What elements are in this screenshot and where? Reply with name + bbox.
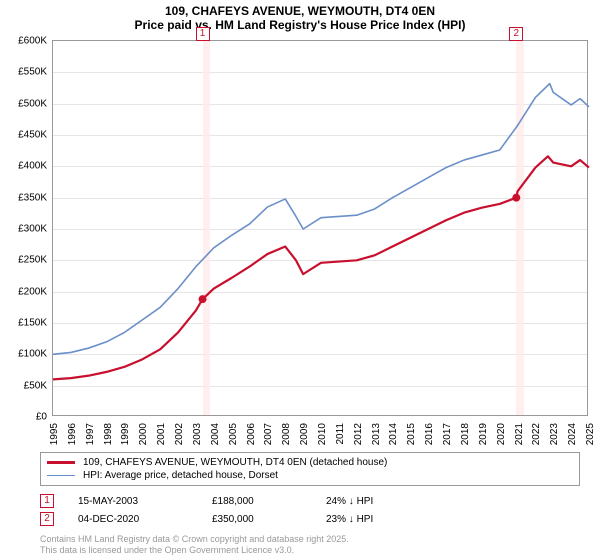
y-axis-label: £0 — [36, 412, 47, 423]
x-axis-label: 1999 — [120, 423, 131, 445]
x-axis-label: 2016 — [424, 423, 435, 445]
marker-table: 1 15-MAY-2003 £188,000 24% ↓ HPI 2 04-DE… — [40, 492, 580, 528]
x-axis-label: 2001 — [156, 423, 167, 445]
marker-hpi-1: 24% ↓ HPI — [326, 496, 426, 507]
y-axis-label: £200K — [18, 286, 47, 297]
marker-box-1: 1 — [196, 27, 210, 41]
y-axis-label: £500K — [18, 98, 47, 109]
y-axis-label: £50K — [24, 380, 47, 391]
y-axis-label: £300K — [18, 224, 47, 235]
y-axis-label: £250K — [18, 255, 47, 266]
line-layer — [53, 41, 589, 417]
marker-badge-1: 1 — [40, 494, 54, 508]
x-axis-label: 2006 — [246, 423, 257, 445]
marker-dot-2 — [512, 194, 520, 202]
x-axis-label: 2007 — [263, 423, 274, 445]
y-axis-label: £550K — [18, 67, 47, 78]
marker-price-2: £350,000 — [212, 514, 302, 525]
marker-date-2: 04-DEC-2020 — [78, 514, 188, 525]
marker-dot-1 — [199, 295, 207, 303]
x-axis-label: 2005 — [228, 423, 239, 445]
x-axis-label: 2014 — [388, 423, 399, 445]
x-axis-label: 2018 — [460, 423, 471, 445]
y-axis-label: £450K — [18, 130, 47, 141]
series-line-hpi — [53, 84, 589, 355]
marker-date-1: 15-MAY-2003 — [78, 496, 188, 507]
x-axis-label: 2000 — [138, 423, 149, 445]
x-axis-label: 2020 — [496, 423, 507, 445]
x-axis-label: 2023 — [549, 423, 560, 445]
x-axis-label: 2025 — [585, 423, 596, 445]
marker-hpi-2: 23% ↓ HPI — [326, 514, 426, 525]
marker-badge-2: 2 — [40, 512, 54, 526]
x-axis-label: 2015 — [406, 423, 417, 445]
x-axis-label: 2017 — [442, 423, 453, 445]
x-axis-label: 2019 — [478, 423, 489, 445]
x-axis-label: 2011 — [335, 423, 346, 445]
x-axis-label: 2009 — [299, 423, 310, 445]
x-axis-label: 1995 — [49, 423, 60, 445]
chart-area: £0£50K£100K£150K£200K£250K£300K£350K£400… — [52, 40, 588, 416]
x-axis-label: 2022 — [531, 423, 542, 445]
x-axis-label: 2004 — [210, 423, 221, 445]
title-line1: 109, CHAFEYS AVENUE, WEYMOUTH, DT4 0EN — [0, 4, 600, 18]
x-axis-label: 2024 — [567, 423, 578, 445]
attribution-line2: This data is licensed under the Open Gov… — [40, 545, 580, 556]
x-axis-label: 2008 — [281, 423, 292, 445]
x-axis-label: 2013 — [371, 423, 382, 445]
legend-box: 109, CHAFEYS AVENUE, WEYMOUTH, DT4 0EN (… — [40, 452, 580, 486]
y-axis-label: £600K — [18, 36, 47, 47]
marker-price-1: £188,000 — [212, 496, 302, 507]
legend-swatch-2 — [47, 475, 75, 477]
series-line-price_paid — [53, 156, 589, 379]
x-axis-label: 2010 — [317, 423, 328, 445]
legend-row-1: 109, CHAFEYS AVENUE, WEYMOUTH, DT4 0EN (… — [47, 456, 573, 469]
legend-swatch-1 — [47, 461, 75, 463]
attribution-line1: Contains HM Land Registry data © Crown c… — [40, 534, 580, 545]
marker-row-2: 2 04-DEC-2020 £350,000 23% ↓ HPI — [40, 510, 580, 528]
x-axis-label: 2021 — [514, 423, 525, 445]
marker-box-2: 2 — [509, 27, 523, 41]
y-axis-label: £150K — [18, 318, 47, 329]
x-axis-label: 1998 — [103, 423, 114, 445]
x-axis-label: 1996 — [67, 423, 78, 445]
marker-row-1: 1 15-MAY-2003 £188,000 24% ↓ HPI — [40, 492, 580, 510]
x-axis-label: 1997 — [85, 423, 96, 445]
y-axis-label: £350K — [18, 192, 47, 203]
x-axis-label: 2003 — [192, 423, 203, 445]
legend-label-1: 109, CHAFEYS AVENUE, WEYMOUTH, DT4 0EN (… — [83, 457, 387, 468]
x-axis-label: 2012 — [353, 423, 364, 445]
y-axis-label: £400K — [18, 161, 47, 172]
legend-label-2: HPI: Average price, detached house, Dors… — [83, 470, 278, 481]
legend-row-2: HPI: Average price, detached house, Dors… — [47, 469, 573, 482]
chart-container: 109, CHAFEYS AVENUE, WEYMOUTH, DT4 0EN P… — [0, 0, 600, 560]
plot-region: £0£50K£100K£150K£200K£250K£300K£350K£400… — [52, 40, 588, 416]
y-axis-label: £100K — [18, 349, 47, 360]
x-axis-label: 2002 — [174, 423, 185, 445]
